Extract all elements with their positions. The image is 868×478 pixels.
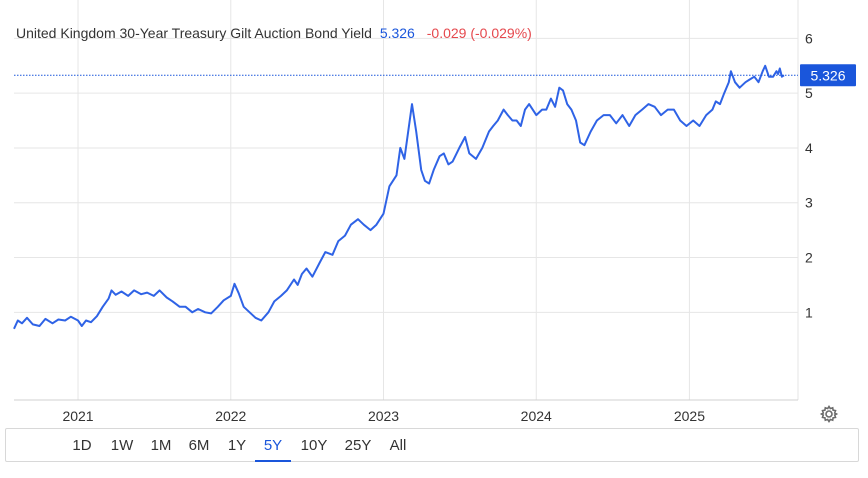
series-line	[13, 64, 785, 330]
active-range-underline	[255, 460, 291, 462]
x-tick-label: 2022	[215, 408, 246, 424]
y-tick-label: 4	[805, 140, 813, 156]
last-value: 5.326	[379, 25, 415, 41]
y-tick-label: 6	[805, 30, 813, 46]
chart-container[interactable]: 1 2 3 4 5 6 2021 2022 2023 2024 2025 5.326 United K…	[0, 0, 868, 430]
change-value: -0.029 (-0.029%)	[426, 25, 532, 41]
chart-title: United Kingdom 30-Year Treasury Gilt Auc…	[16, 25, 372, 41]
y-tick-label: 3	[805, 195, 813, 211]
price-tag-label: 5.326	[810, 67, 845, 83]
x-tick-label: 2023	[368, 408, 399, 424]
range-option-1m[interactable]: 1M	[150, 437, 172, 454]
range-option-all[interactable]: All	[389, 437, 407, 454]
x-tick-label: 2021	[62, 408, 93, 424]
line-chart[interactable]: 1 2 3 4 5 6 2021 2022 2023 2024 2025 5.326	[0, 0, 868, 430]
range-option-1d[interactable]: 1D	[72, 437, 92, 454]
x-tick-label: 2024	[521, 408, 552, 424]
range-option-10y[interactable]: 10Y	[300, 437, 328, 454]
chart-header: United Kingdom 30-Year Treasury Gilt Auc…	[16, 25, 532, 41]
time-range-selector: 1D 1W 1M 6M 1Y 5Y 10Y 25Y All	[5, 428, 859, 462]
y-tick-label: 1	[805, 304, 813, 320]
y-tick-label: 2	[805, 250, 813, 266]
price-tag	[800, 64, 856, 87]
gear-icon[interactable]	[819, 404, 839, 424]
range-option-1w[interactable]: 1W	[110, 437, 134, 454]
y-tick-label: 5	[805, 85, 813, 101]
range-option-1y[interactable]: 1Y	[227, 437, 247, 454]
range-option-25y[interactable]: 25Y	[344, 437, 372, 454]
x-tick-label: 2025	[674, 408, 705, 424]
range-option-5y[interactable]: 5Y	[263, 437, 283, 454]
range-option-6m[interactable]: 6M	[188, 437, 210, 454]
